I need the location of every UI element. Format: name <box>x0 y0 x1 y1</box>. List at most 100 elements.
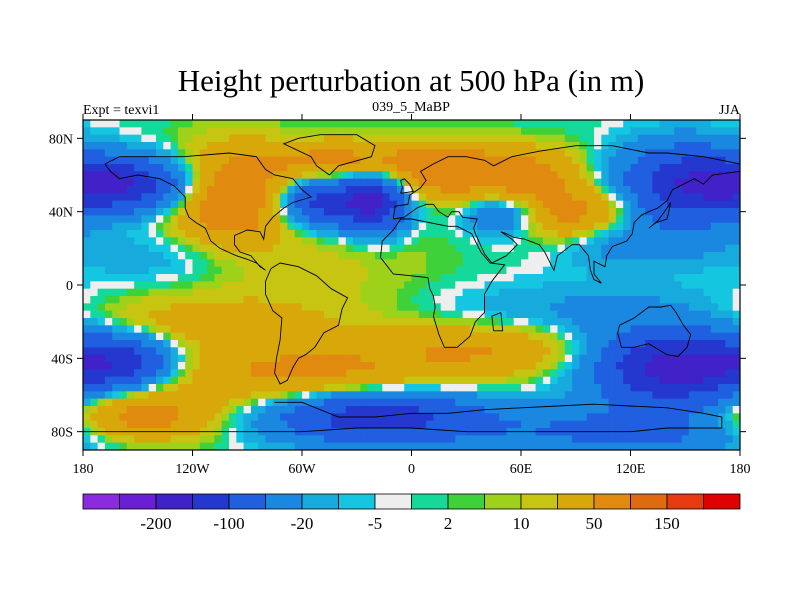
field-cell <box>732 347 740 356</box>
field-cell <box>309 362 317 370</box>
field-cell <box>681 420 690 429</box>
field-cell <box>564 142 573 150</box>
field-cell <box>265 435 274 444</box>
field-cell <box>521 120 529 128</box>
field-cell <box>557 406 566 414</box>
field-cell <box>163 208 171 216</box>
field-cell <box>564 296 573 304</box>
field-cell <box>528 369 536 378</box>
field-cell <box>90 435 98 444</box>
field-cell <box>243 384 252 392</box>
field-cell <box>688 420 697 429</box>
field-cell <box>199 134 208 143</box>
field-cell <box>338 376 347 385</box>
field-cell <box>455 230 463 238</box>
field-cell <box>535 134 544 143</box>
field-cell <box>367 274 376 282</box>
field-cell <box>207 318 215 326</box>
field-cell <box>528 442 536 450</box>
field-cell <box>156 288 164 297</box>
field-cell <box>674 134 682 143</box>
field-cell <box>221 303 230 312</box>
field-cell <box>572 303 580 312</box>
field-cell <box>572 406 580 414</box>
field-cell <box>389 200 398 209</box>
field-cell <box>667 442 675 450</box>
field-cell <box>396 193 405 202</box>
field-cell <box>440 420 449 429</box>
field-cell <box>455 134 463 143</box>
field-cell <box>601 413 609 422</box>
field-cell <box>134 120 142 128</box>
field-cell <box>586 420 595 429</box>
field-cell <box>426 310 434 319</box>
colorbar-swatch <box>119 493 157 510</box>
field-cell <box>192 281 201 290</box>
field-cell <box>645 127 653 136</box>
field-cell <box>221 391 230 400</box>
field-cell <box>652 442 661 450</box>
field-cell <box>302 237 310 246</box>
field-cell <box>163 281 171 290</box>
field-cell <box>170 120 179 128</box>
field-cell <box>396 156 405 165</box>
field-cell <box>506 288 515 297</box>
field-cell <box>667 120 675 128</box>
field-cell <box>229 332 237 341</box>
field-cell <box>484 369 493 378</box>
field-cell <box>316 274 325 282</box>
field-cell <box>134 186 142 194</box>
field-cell <box>134 208 142 216</box>
field-cell <box>112 171 120 180</box>
field-cell <box>615 442 624 450</box>
field-cell <box>367 178 376 187</box>
field-cell <box>521 178 529 187</box>
field-cell <box>367 420 376 429</box>
field-cell <box>499 413 507 422</box>
field-cell <box>718 164 726 172</box>
field-cell <box>659 442 668 450</box>
field-cell <box>433 384 442 392</box>
field-cell <box>112 142 120 150</box>
field-cell <box>287 259 296 268</box>
field-cell <box>185 149 193 158</box>
field-cell <box>645 435 653 444</box>
field-cell <box>681 274 690 282</box>
field-cell <box>579 288 588 297</box>
field-cell <box>652 120 661 128</box>
field-cell <box>199 376 208 385</box>
field-cell <box>323 230 332 238</box>
field-cell <box>688 281 697 290</box>
field-cell <box>732 362 740 370</box>
field-cell <box>725 230 734 238</box>
field-cell <box>119 303 128 312</box>
field-cell <box>360 362 369 370</box>
field-cell <box>448 413 456 422</box>
field-cell <box>513 244 522 253</box>
field-cell <box>185 134 193 143</box>
field-cell <box>229 208 237 216</box>
field-cell <box>258 376 266 385</box>
field-cell <box>564 215 573 224</box>
field-cell <box>309 406 317 414</box>
field-cell <box>141 384 150 392</box>
field-cell <box>287 164 296 172</box>
field-cell <box>725 332 734 341</box>
field-cell <box>302 193 310 202</box>
chart-title: Height perturbation at 500 hPa (in m) <box>178 63 645 98</box>
field-cell <box>221 420 230 429</box>
field-cell <box>83 222 91 231</box>
field-cell <box>294 164 303 172</box>
field-cell <box>221 252 230 260</box>
field-cell <box>455 362 463 370</box>
field-cell <box>564 164 573 172</box>
field-cell <box>353 428 361 436</box>
field-cell <box>294 376 303 385</box>
field-cell <box>513 442 522 450</box>
field-cell <box>177 391 186 400</box>
field-cell <box>696 171 704 180</box>
field-cell <box>440 274 449 282</box>
field-cell <box>528 347 536 356</box>
field-cell <box>579 362 588 370</box>
field-cell <box>126 296 135 304</box>
